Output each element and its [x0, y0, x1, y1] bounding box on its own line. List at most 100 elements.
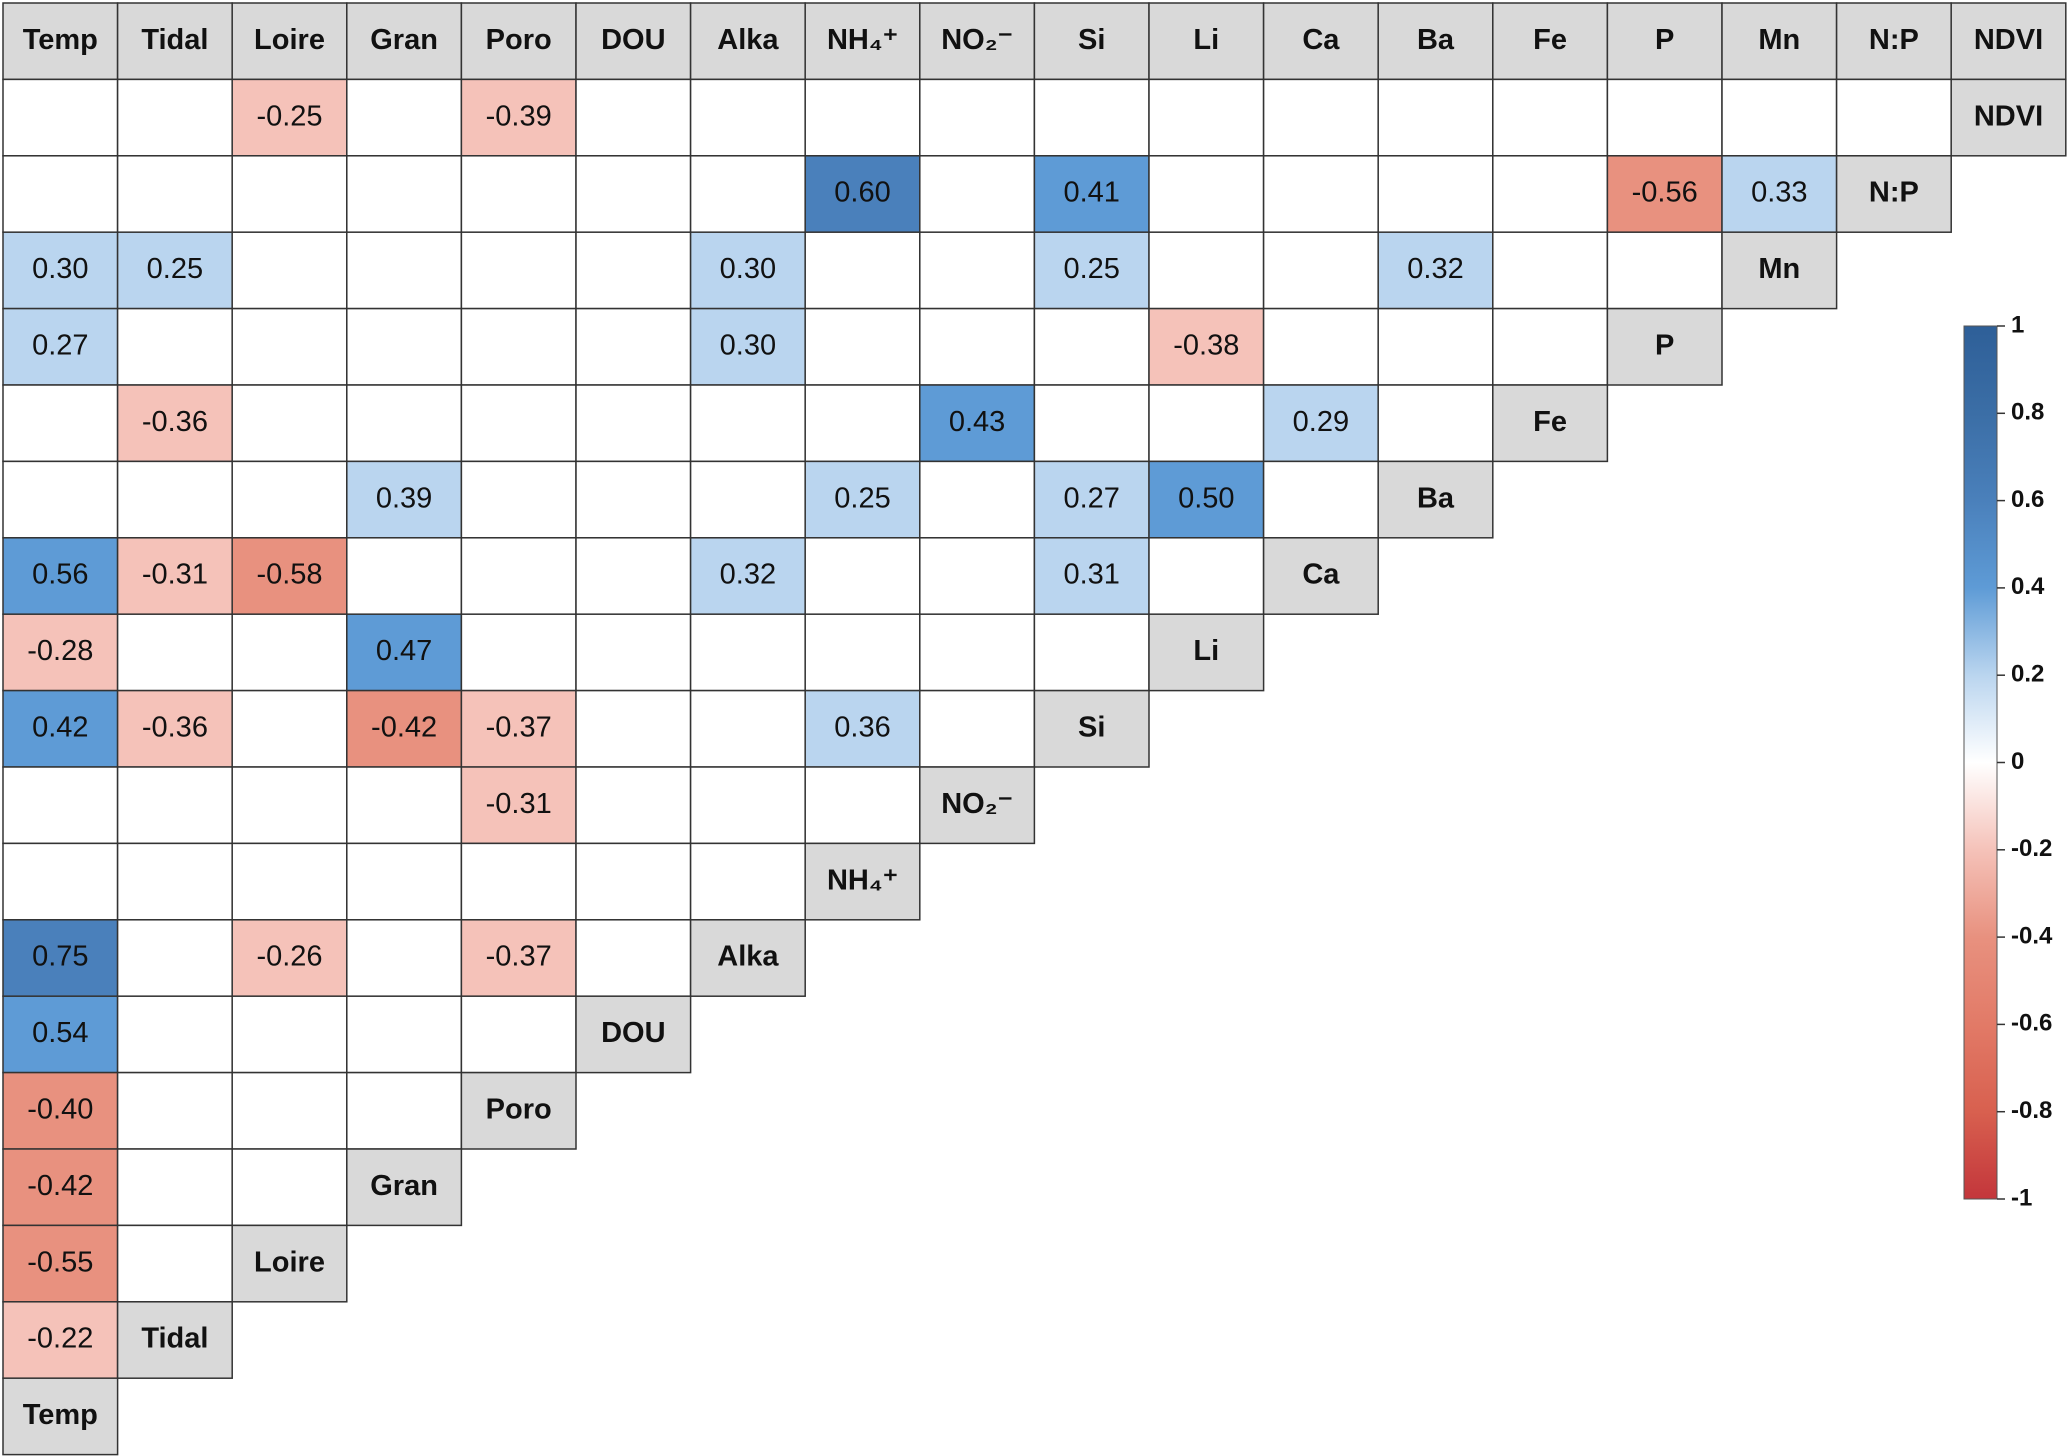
header-cell	[1721, 2, 1838, 81]
empty-cell	[804, 307, 921, 386]
empty-cell	[575, 613, 692, 692]
empty-cell	[1606, 78, 1723, 157]
row-label: Gran	[370, 1170, 438, 1202]
empty-cell	[2, 384, 119, 463]
column-label: Mn	[1758, 24, 1800, 56]
empty-cell	[1492, 155, 1609, 233]
cell-label: 0.56	[32, 559, 88, 591]
column-label: Ca	[1302, 24, 1340, 56]
cell-label: -0.37	[486, 941, 552, 973]
empty-cell	[919, 460, 1036, 539]
empty-cell	[689, 384, 806, 463]
empty-cell	[231, 1071, 348, 1150]
empty-cell	[1148, 537, 1265, 615]
empty-cell	[231, 842, 348, 921]
empty-cell	[804, 78, 921, 157]
empty-cell	[689, 460, 806, 539]
cell-label: 0.43	[949, 406, 1005, 438]
cell-label: -0.31	[486, 788, 552, 820]
empty-cell	[804, 537, 921, 615]
empty-cell	[1377, 78, 1494, 157]
empty-cell	[575, 231, 692, 310]
cell-label: -0.38	[1173, 329, 1239, 361]
cell-label: 0.29	[1293, 406, 1349, 438]
cell-label: -0.42	[27, 1170, 93, 1202]
cell	[2, 537, 119, 615]
header-cell	[116, 2, 233, 81]
cell	[231, 78, 348, 157]
colorbar-tick-label: 0	[2011, 748, 2024, 775]
row-label: Poro	[486, 1093, 552, 1125]
column-label: NDVI	[1974, 24, 2043, 56]
diagonal-cell	[2, 1377, 119, 1456]
cell-label: -0.56	[1632, 177, 1698, 209]
row-label: Li	[1193, 635, 1219, 667]
colorbar-tick-label: -0.8	[2011, 1097, 2052, 1124]
cell-label: 0.41	[1063, 177, 1119, 209]
empty-cell	[231, 1148, 348, 1227]
empty-cell	[1148, 231, 1265, 310]
empty-cell	[231, 460, 348, 539]
empty-cell	[346, 231, 463, 310]
empty-cell	[231, 766, 348, 845]
column-label: Poro	[486, 24, 552, 56]
cell-label: 0.60	[834, 177, 890, 209]
empty-cell	[460, 537, 577, 615]
row-label: Si	[1078, 711, 1105, 743]
row-label: P	[1655, 329, 1674, 361]
cell-label: -0.58	[256, 559, 322, 591]
header-cell	[1492, 2, 1609, 81]
empty-cell	[460, 842, 577, 921]
cell-label: -0.36	[142, 711, 208, 743]
empty-cell	[460, 155, 577, 233]
cell-label: 0.32	[1407, 253, 1463, 285]
cell	[1033, 537, 1150, 615]
column-label: Tidal	[141, 24, 208, 56]
row-label: Ca	[1302, 559, 1340, 591]
cell	[1033, 460, 1150, 539]
row-label: Tidal	[141, 1323, 208, 1355]
empty-cell	[575, 689, 692, 768]
cell-label: 0.47	[376, 635, 432, 667]
cell	[2, 1071, 119, 1150]
empty-cell	[919, 689, 1036, 768]
empty-cell	[346, 995, 463, 1074]
cell-label: -0.39	[486, 100, 552, 132]
empty-cell	[460, 384, 577, 463]
header-cell	[2, 2, 119, 81]
empty-cell	[1377, 307, 1494, 386]
empty-cell	[1033, 307, 1150, 386]
empty-cell	[804, 613, 921, 692]
cell	[689, 537, 806, 615]
empty-cell	[575, 307, 692, 386]
cell-label: -0.55	[27, 1246, 93, 1278]
empty-cell	[460, 995, 577, 1074]
empty-cell	[231, 689, 348, 768]
empty-cell	[804, 231, 921, 310]
diagonal-cell	[919, 766, 1036, 845]
cell-label: -0.40	[27, 1093, 93, 1125]
empty-cell	[346, 842, 463, 921]
cell-label: 0.27	[1063, 482, 1119, 514]
empty-cell	[689, 766, 806, 845]
diagonal-cell	[1950, 78, 2067, 157]
column-label: Ba	[1417, 24, 1455, 56]
diagonal-cell	[1377, 460, 1494, 539]
empty-cell	[1033, 613, 1150, 692]
colorbar-tick-label: 0.8	[2011, 399, 2044, 426]
empty-cell	[346, 384, 463, 463]
empty-cell	[1262, 460, 1379, 539]
colorbar-tick-label: 1	[2011, 311, 2024, 338]
empty-cell	[575, 460, 692, 539]
empty-cell	[1033, 78, 1150, 157]
header-cell	[1033, 2, 1150, 81]
empty-cell	[575, 842, 692, 921]
cell	[689, 231, 806, 310]
column-label: DOU	[601, 24, 665, 56]
row-label: N:P	[1869, 177, 1919, 209]
header-cell	[575, 2, 692, 81]
diagonal-cell	[689, 919, 806, 997]
row-label: Mn	[1758, 253, 1800, 285]
column-label: Alka	[717, 24, 779, 56]
row-label: Temp	[23, 1399, 98, 1431]
